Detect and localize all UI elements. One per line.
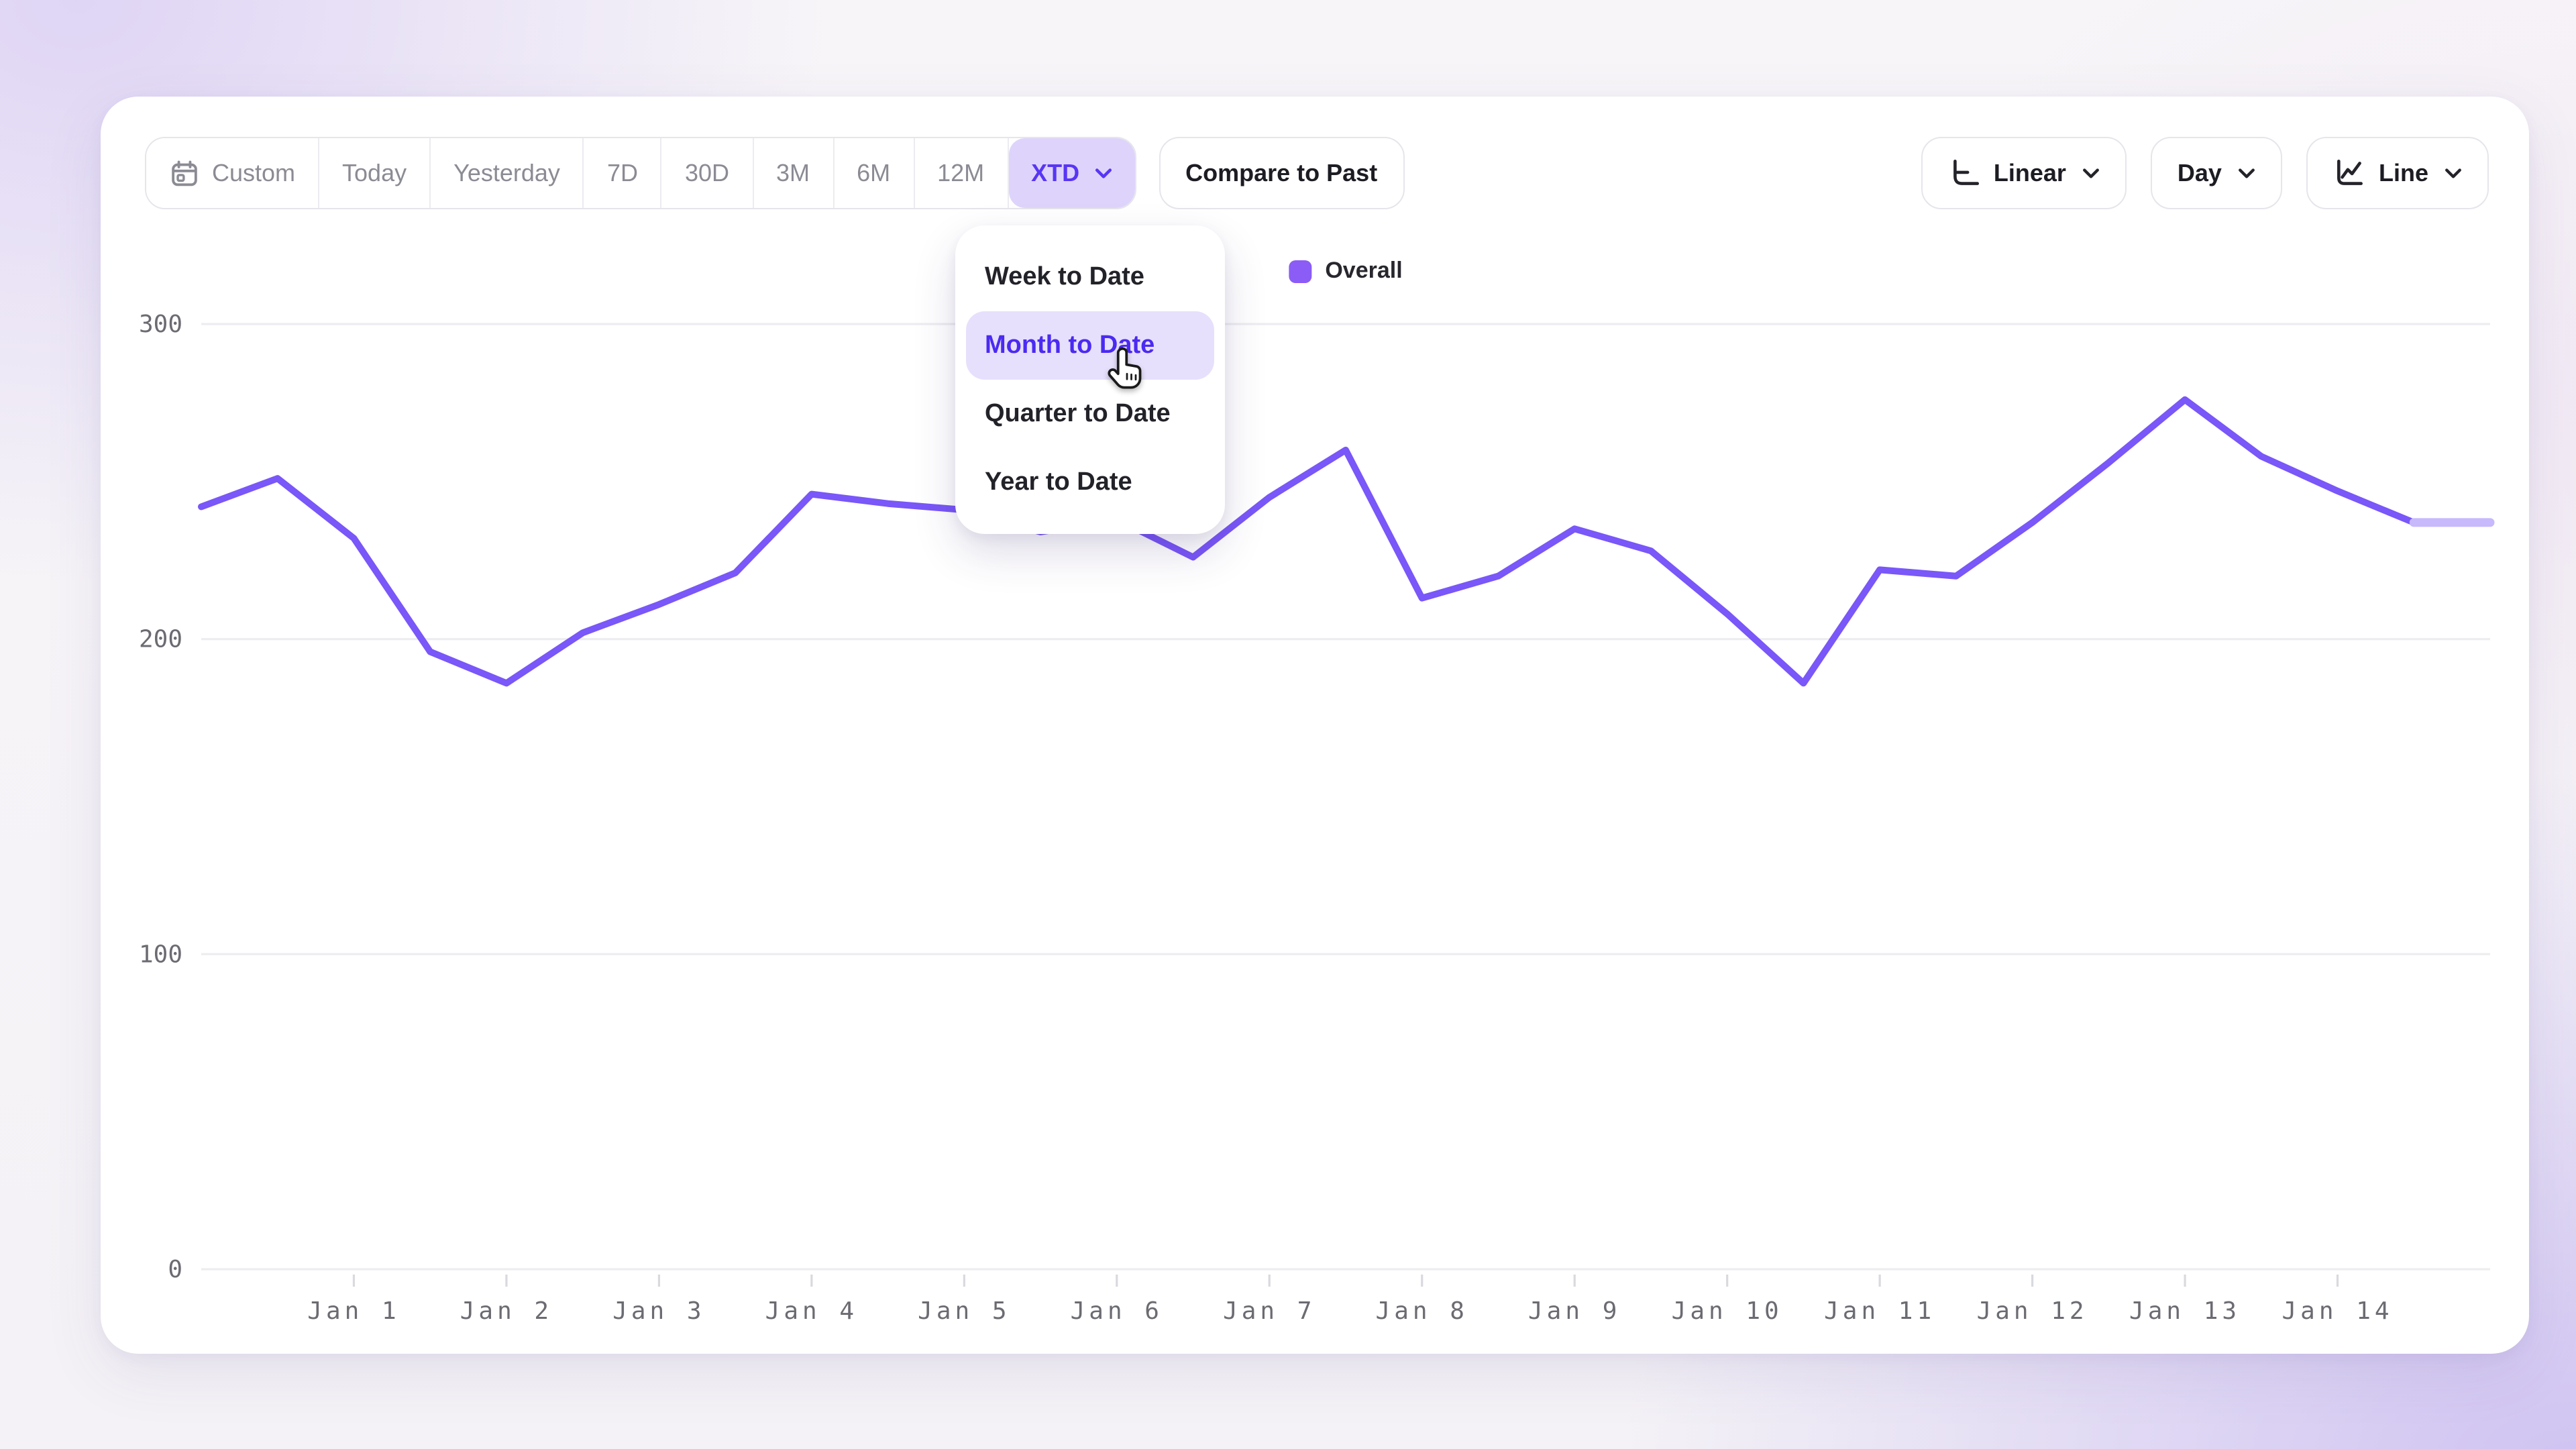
x-axis-label-jan-7: Jan 7 xyxy=(1223,1297,1316,1325)
compare-to-past-button[interactable]: Compare to Past xyxy=(1159,137,1405,209)
chart-type-select-label: Line xyxy=(2378,159,2428,186)
x-axis-label-jan-9: Jan 9 xyxy=(1528,1297,1621,1325)
range-button-6m[interactable]: 6M xyxy=(834,138,915,208)
x-axis-label-jan-5: Jan 5 xyxy=(918,1297,1010,1325)
series-line-overall xyxy=(198,396,2418,687)
menu-item-month-to-date[interactable]: Month to Date xyxy=(966,311,1214,380)
chart-type-select[interactable]: Line xyxy=(2306,137,2489,209)
range-button-xtd[interactable]: XTD xyxy=(1008,138,1135,208)
range-button-label: XTD xyxy=(1031,159,1080,186)
chevron-down-icon xyxy=(1095,168,1112,178)
chevron-down-icon xyxy=(2445,168,2461,178)
range-button-30d[interactable]: 30D xyxy=(661,138,754,208)
line-chart-icon xyxy=(2337,158,2363,184)
range-button-label: 30D xyxy=(684,159,730,186)
range-button-label: Yesterday xyxy=(453,159,560,186)
range-button-label: 3M xyxy=(776,159,810,186)
granularity-select-label: Day xyxy=(2177,159,2222,186)
range-button-12m[interactable]: 12M xyxy=(914,138,1009,208)
x-axis-label-jan-6: Jan 6 xyxy=(1071,1297,1163,1325)
chart-controls: Linear Day Line xyxy=(1921,137,2489,209)
range-button-label: Custom xyxy=(212,159,296,186)
menu-item-label: Year to Date xyxy=(985,468,1132,496)
range-button-today[interactable]: Today xyxy=(319,138,431,208)
legend-label: Overall xyxy=(1325,258,1403,283)
y-axis-label-100: 100 xyxy=(139,941,182,968)
legend: Overall xyxy=(1289,258,1403,284)
legend-swatch xyxy=(1289,260,1312,282)
menu-item-label: Week to Date xyxy=(985,262,1144,290)
scale-select-label: Linear xyxy=(1993,159,2066,186)
x-axis-label-jan-3: Jan 3 xyxy=(612,1297,705,1325)
chevron-down-icon xyxy=(2239,168,2255,178)
y-axis-label-200: 200 xyxy=(139,626,182,653)
x-axis-label-jan-11: Jan 11 xyxy=(1824,1297,1935,1325)
chevron-down-icon xyxy=(2082,168,2099,178)
calendar-icon xyxy=(172,160,197,186)
compare-to-past-label: Compare to Past xyxy=(1185,159,1378,186)
menu-item-quarter-to-date[interactable]: Quarter to Date xyxy=(955,380,1225,448)
y-axis-label-0: 0 xyxy=(168,1256,182,1283)
y-axis-label-300: 300 xyxy=(139,311,182,338)
menu-item-year-to-date[interactable]: Year to Date xyxy=(955,448,1225,517)
x-axis-label-jan-13: Jan 13 xyxy=(2129,1297,2241,1325)
line-chart: 0 100 200 300 Jan 1 Jan 2 Jan 3 Jan 4 Jan 5 Jan 6… xyxy=(139,311,2495,1325)
menu-item-label: Quarter to Date xyxy=(985,399,1171,427)
x-axis-label-jan-4: Jan 4 xyxy=(765,1297,858,1325)
x-axis-label-jan-1: Jan 1 xyxy=(307,1297,400,1325)
date-range-segmented-control: Custom Today Yesterday 7D 30D 3M 6M 12M XTD xyxy=(145,137,1136,209)
linear-scale-icon xyxy=(1953,158,1979,184)
x-axis-label-jan-12: Jan 12 xyxy=(1977,1297,2088,1325)
scale-select[interactable]: Linear xyxy=(1921,137,2127,209)
x-axis-label-jan-14: Jan 14 xyxy=(2282,1297,2394,1325)
range-button-3m[interactable]: 3M xyxy=(753,138,835,208)
x-axis-label-jan-2: Jan 2 xyxy=(460,1297,553,1325)
range-button-label: 12M xyxy=(937,159,985,186)
toolbar: Custom Today Yesterday 7D 30D 3M 6M 12M XTD Comp… xyxy=(145,137,2489,209)
x-axis-label-jan-8: Jan 8 xyxy=(1376,1297,1468,1325)
range-button-label: 6M xyxy=(857,159,891,186)
menu-item-week-to-date[interactable]: Week to Date xyxy=(955,243,1225,311)
analytics-card: Custom Today Yesterday 7D 30D 3M 6M 12M XTD Comp… xyxy=(101,97,2529,1354)
range-button-yesterday[interactable]: Yesterday xyxy=(431,138,584,208)
x-axis-label-jan-10: Jan 10 xyxy=(1672,1297,1783,1325)
xtd-dropdown-menu: Week to Date Month to Date Quarter to Date… xyxy=(955,225,1225,534)
granularity-select[interactable]: Day xyxy=(2150,137,2282,209)
range-button-7d[interactable]: 7D xyxy=(584,138,662,208)
range-button-label: 7D xyxy=(606,159,638,186)
mouse-cursor-pointer xyxy=(1108,347,1142,389)
range-button-custom[interactable]: Custom xyxy=(146,138,320,208)
range-button-label: Today xyxy=(342,159,407,186)
